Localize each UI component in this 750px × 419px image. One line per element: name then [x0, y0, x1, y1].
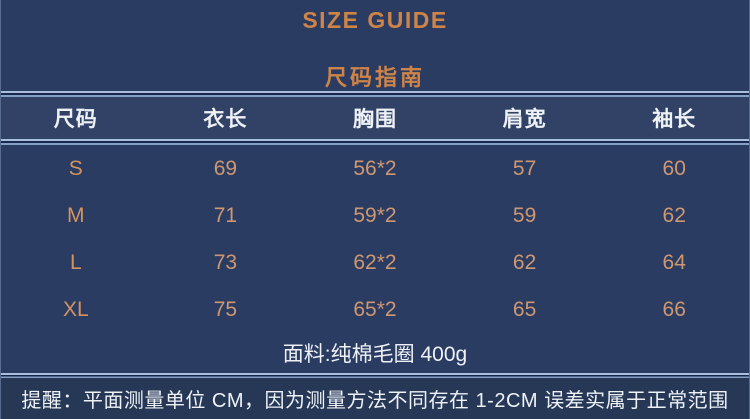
measurement-reminder: 提醒：平面测量单位 CM，因为测量方法不同存在 1-2CM 误差实属于正常范围	[1, 378, 749, 419]
cell-chest: 56*2	[353, 156, 397, 180]
divider-top	[1, 91, 749, 97]
divider-header-bottom	[1, 139, 749, 145]
cell-sleeve: 60	[662, 156, 686, 180]
table-row-s: S 69 56*2 57 60	[1, 145, 749, 192]
header-cell-sleeve: 袖长	[652, 108, 697, 131]
fabric-note: 面料:纯棉毛圈 400g	[282, 343, 468, 366]
cell-size: L	[69, 250, 82, 274]
page-subtitle: 尺码指南	[324, 65, 425, 90]
header-cell-shoulder: 肩宽	[502, 108, 547, 131]
cell-chest: 62*2	[353, 250, 397, 274]
cell-length: 73	[213, 250, 238, 274]
cell-chest: 65*2	[353, 297, 397, 321]
header-cell-length: 衣长	[203, 108, 248, 131]
page-title: SIZE GUIDE	[302, 7, 448, 33]
cell-shoulder: 65	[512, 297, 537, 321]
cell-size: XL	[62, 297, 89, 321]
table-row-xl: XL 75 65*2 65 66	[1, 286, 749, 333]
divider-bottom	[1, 373, 749, 378]
cell-chest: 59*2	[353, 203, 397, 227]
cell-size: S	[68, 156, 83, 180]
cell-length: 69	[213, 156, 238, 180]
cell-size: M	[67, 203, 85, 227]
cell-shoulder: 59	[512, 203, 537, 227]
table-row-l: L 73 62*2 62 64	[1, 239, 749, 286]
cell-length: 75	[213, 297, 238, 321]
table-row-m: M 71 59*2 59 62	[1, 192, 749, 239]
cell-length: 71	[213, 203, 238, 227]
cell-sleeve: 64	[662, 250, 686, 274]
cell-sleeve: 62	[662, 203, 686, 227]
cell-sleeve: 66	[662, 297, 686, 321]
cell-shoulder: 57	[512, 156, 537, 180]
title-block: SIZE GUIDE 尺码指南	[1, 0, 749, 91]
table-header-row: 尺码 衣长 胸围 肩宽 袖长	[1, 97, 749, 139]
header-cell-chest: 胸围	[352, 108, 397, 131]
cell-shoulder: 62	[512, 250, 537, 274]
header-cell-size: 尺码	[53, 108, 98, 131]
